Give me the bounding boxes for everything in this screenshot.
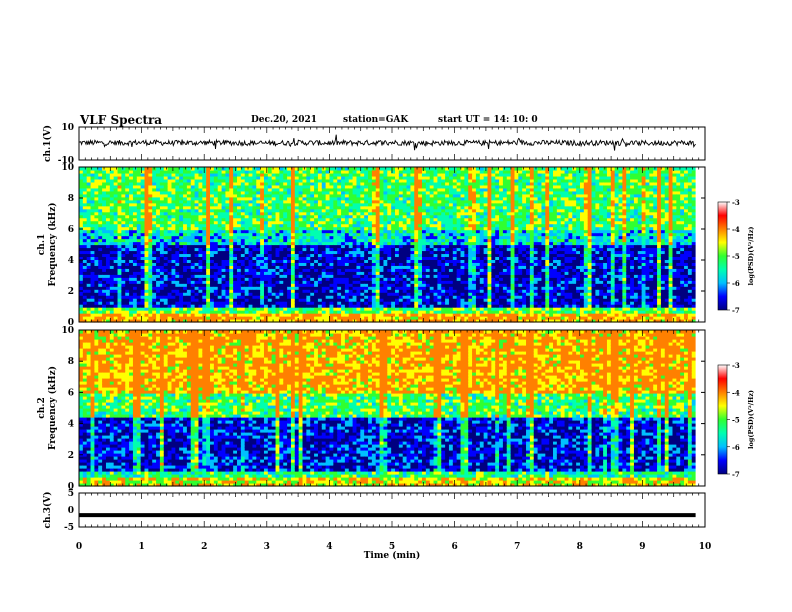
xtick-label: 5 bbox=[389, 542, 395, 552]
ch2-colorbar-tick-label: -4 bbox=[732, 388, 740, 397]
date-label: Dec.20, 2021 bbox=[251, 115, 317, 125]
xtick-label: 2 bbox=[201, 542, 207, 552]
ch3-ytick-label: -5 bbox=[64, 523, 74, 533]
xtick-label: 10 bbox=[699, 542, 712, 552]
ch3-ylabel: ch.3(V) bbox=[42, 492, 53, 529]
ch2-colorbar-tick-label: -6 bbox=[732, 443, 740, 452]
ch1-nodata-area bbox=[695, 167, 705, 322]
figure-title: VLF Spectra bbox=[80, 113, 163, 127]
start-time-label: start UT = 14: 10: 0 bbox=[438, 115, 538, 125]
ch1-colorbar-tick-label: -7 bbox=[732, 306, 740, 315]
ch1-ytick-label: 10 bbox=[61, 123, 74, 133]
ch2-colorbar-tick-label: -5 bbox=[732, 416, 740, 425]
ch3-ytick-label: 0 bbox=[68, 506, 74, 516]
ch2-ytick-label: 6 bbox=[68, 388, 74, 398]
station-label: station=GAK bbox=[343, 115, 409, 125]
xaxis-label: Time (min) bbox=[364, 550, 421, 561]
ch3-ytick-label: 5 bbox=[68, 489, 74, 499]
ch2-ytick-label: 2 bbox=[68, 451, 74, 461]
ch1-colorbar-tick-label: -6 bbox=[732, 279, 740, 288]
ch1-ytick-label: 6 bbox=[68, 225, 74, 235]
ch1-ytick-label: -10 bbox=[58, 156, 74, 166]
ch1-ylabel: ch.1(V) bbox=[42, 125, 53, 162]
xtick-label: 9 bbox=[639, 542, 645, 552]
ch1-colorbar-label: log(PSD)(V²/Hz) bbox=[747, 227, 755, 286]
ch1-ytick-label: 0 bbox=[68, 318, 74, 328]
xtick-label: 0 bbox=[76, 542, 82, 552]
ch2-ytick-label: 10 bbox=[61, 326, 74, 336]
xtick-label: 8 bbox=[577, 542, 583, 552]
ch1-waveform-line bbox=[78, 134, 696, 151]
xtick-label: 4 bbox=[326, 542, 332, 552]
ch2-colorbar-label: log(PSD)(V²/Hz) bbox=[747, 390, 755, 449]
xtick-label: 6 bbox=[451, 542, 457, 552]
ch2-spectrogram bbox=[79, 330, 697, 487]
ch1-colorbar-tick-label: -3 bbox=[732, 198, 740, 207]
ch2-colorbar-tick-label: -7 bbox=[732, 470, 740, 479]
ch1-ytick-label: 10 bbox=[61, 163, 74, 173]
xtick-label: 1 bbox=[138, 542, 144, 552]
ch1-colorbar bbox=[717, 201, 728, 311]
ch1-colorbar-tick-label: -4 bbox=[732, 225, 740, 234]
ch2-ytick-label: 0 bbox=[68, 482, 74, 492]
ch1-ylabel: ch.1Frequency (kHz) bbox=[37, 202, 58, 286]
xtick-label: 7 bbox=[514, 542, 520, 552]
ch1-ytick-label: 2 bbox=[68, 287, 74, 297]
ch2-nodata-area bbox=[695, 330, 705, 486]
xtick-label: 3 bbox=[264, 542, 270, 552]
ch2-ytick-label: 4 bbox=[68, 420, 74, 430]
ch1-ytick-label: 4 bbox=[68, 256, 74, 266]
ch2-ylabel: ch.2Frequency (kHz) bbox=[37, 366, 58, 450]
ch1-spectrogram bbox=[79, 167, 697, 323]
ch2-ytick-label: 8 bbox=[68, 357, 74, 367]
ch2-colorbar bbox=[717, 364, 728, 475]
ch1-ytick-label: 8 bbox=[68, 194, 74, 204]
ch2-colorbar-tick-label: -3 bbox=[732, 361, 740, 370]
ch1-colorbar-tick-label: -5 bbox=[732, 252, 740, 261]
